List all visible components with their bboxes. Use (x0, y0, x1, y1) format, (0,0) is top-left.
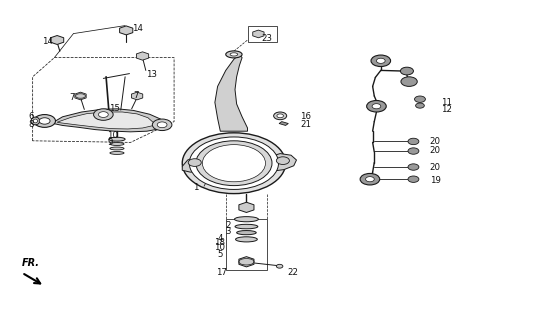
Circle shape (401, 77, 417, 86)
Text: 20: 20 (430, 146, 441, 155)
Polygon shape (137, 52, 149, 60)
Text: 6: 6 (28, 112, 34, 121)
Circle shape (376, 58, 385, 63)
Ellipse shape (110, 151, 124, 154)
Circle shape (276, 157, 289, 164)
Text: 9: 9 (107, 138, 113, 147)
Text: 20: 20 (430, 163, 441, 172)
Circle shape (276, 264, 283, 268)
Circle shape (408, 148, 419, 154)
Circle shape (408, 164, 419, 170)
Text: 17: 17 (217, 268, 227, 277)
Text: 21: 21 (300, 120, 311, 129)
Circle shape (94, 109, 113, 120)
Polygon shape (75, 92, 86, 100)
Polygon shape (52, 109, 163, 132)
Polygon shape (239, 202, 254, 212)
Circle shape (98, 112, 108, 117)
Circle shape (408, 176, 419, 182)
Circle shape (189, 137, 279, 189)
Circle shape (188, 159, 201, 166)
Polygon shape (51, 36, 64, 44)
Ellipse shape (230, 53, 238, 56)
Text: 7: 7 (133, 92, 139, 100)
Circle shape (372, 104, 381, 109)
Circle shape (400, 67, 413, 75)
Polygon shape (279, 122, 288, 125)
Circle shape (196, 141, 272, 186)
Text: 13: 13 (146, 70, 157, 79)
Ellipse shape (226, 51, 242, 58)
Text: 4: 4 (218, 234, 223, 243)
Text: 16: 16 (300, 112, 311, 121)
Text: 12: 12 (441, 105, 452, 114)
Polygon shape (182, 157, 211, 172)
Text: 14: 14 (42, 37, 53, 46)
Text: 18: 18 (214, 238, 225, 247)
Polygon shape (120, 26, 133, 35)
Circle shape (202, 145, 265, 182)
Circle shape (367, 100, 386, 112)
Circle shape (157, 122, 167, 128)
Circle shape (360, 173, 380, 185)
Circle shape (39, 118, 50, 124)
Polygon shape (253, 30, 264, 38)
Text: 15: 15 (109, 104, 120, 113)
Ellipse shape (31, 117, 40, 125)
Polygon shape (57, 112, 153, 129)
Ellipse shape (110, 143, 124, 145)
Ellipse shape (109, 137, 125, 141)
Circle shape (34, 115, 55, 127)
Polygon shape (239, 257, 254, 267)
Text: 8: 8 (28, 120, 34, 129)
Circle shape (371, 55, 391, 67)
Text: 5: 5 (218, 250, 223, 259)
Text: FR.: FR. (22, 258, 40, 268)
Circle shape (408, 138, 419, 145)
Circle shape (277, 114, 283, 118)
Text: 1: 1 (193, 183, 199, 192)
Ellipse shape (110, 147, 124, 150)
Circle shape (274, 112, 287, 120)
Circle shape (152, 119, 172, 131)
Text: 14: 14 (132, 24, 143, 33)
Circle shape (366, 177, 374, 182)
Text: 22: 22 (287, 268, 298, 277)
Text: 23: 23 (261, 34, 272, 43)
Text: 7: 7 (70, 93, 75, 102)
Text: 10: 10 (214, 243, 225, 252)
Circle shape (415, 96, 425, 102)
Polygon shape (132, 92, 143, 100)
Text: 19: 19 (430, 176, 441, 185)
Ellipse shape (234, 217, 258, 222)
Text: 2: 2 (226, 221, 231, 230)
Circle shape (416, 103, 424, 108)
Ellipse shape (235, 224, 258, 229)
Ellipse shape (33, 119, 38, 123)
Polygon shape (215, 54, 248, 131)
Text: 10: 10 (107, 132, 118, 140)
Text: 3: 3 (226, 228, 231, 236)
Ellipse shape (236, 237, 257, 242)
Text: 20: 20 (430, 137, 441, 146)
Polygon shape (260, 154, 296, 171)
Circle shape (182, 133, 286, 194)
Ellipse shape (237, 230, 256, 235)
Text: 11: 11 (441, 98, 452, 107)
